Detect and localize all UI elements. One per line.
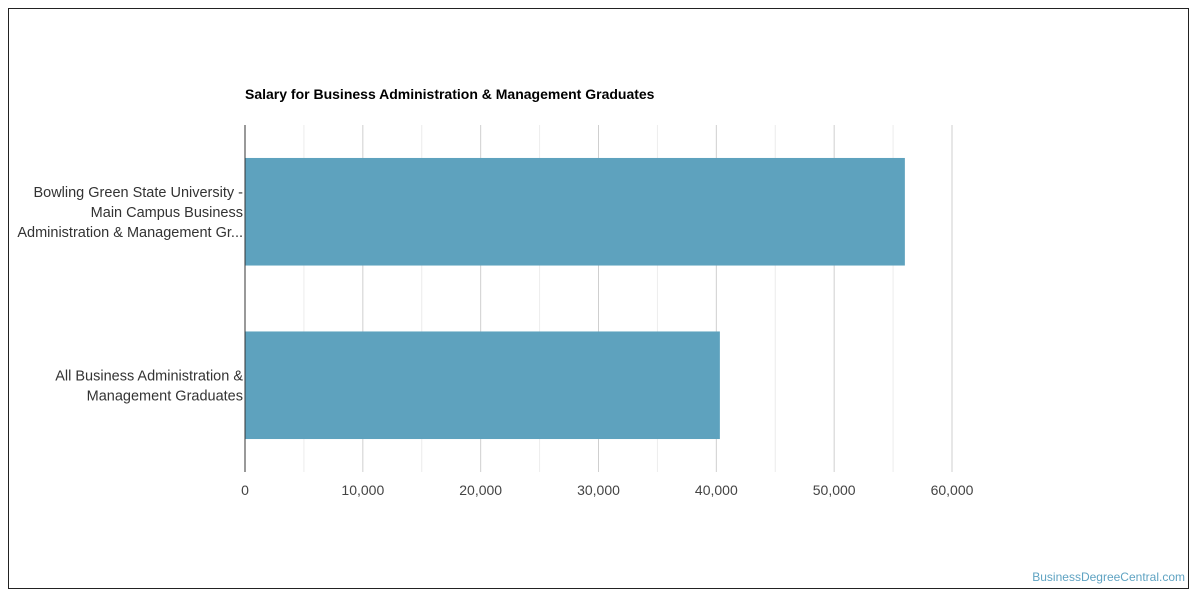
- chart-frame: [8, 8, 1189, 589]
- category-label: Administration & Management Gr...: [17, 225, 243, 241]
- x-tick-label: 0: [241, 482, 249, 498]
- x-tick-label: 20,000: [459, 482, 502, 498]
- watermark[interactable]: BusinessDegreeCentral.com: [1032, 570, 1185, 584]
- x-tick-label: 60,000: [931, 482, 974, 498]
- x-tick-label: 30,000: [577, 482, 620, 498]
- x-tick-label: 50,000: [813, 482, 856, 498]
- category-label: Management Graduates: [87, 388, 243, 404]
- category-label: Main Campus Business: [91, 205, 243, 221]
- category-label: Bowling Green State University -: [33, 185, 243, 201]
- bar: [245, 157, 905, 266]
- x-tick-label: 10,000: [341, 482, 384, 498]
- x-tick-label: 40,000: [695, 482, 738, 498]
- chart-title: Salary for Business Administration & Man…: [245, 86, 655, 102]
- category-label: All Business Administration &: [55, 368, 243, 384]
- bar: [245, 331, 720, 440]
